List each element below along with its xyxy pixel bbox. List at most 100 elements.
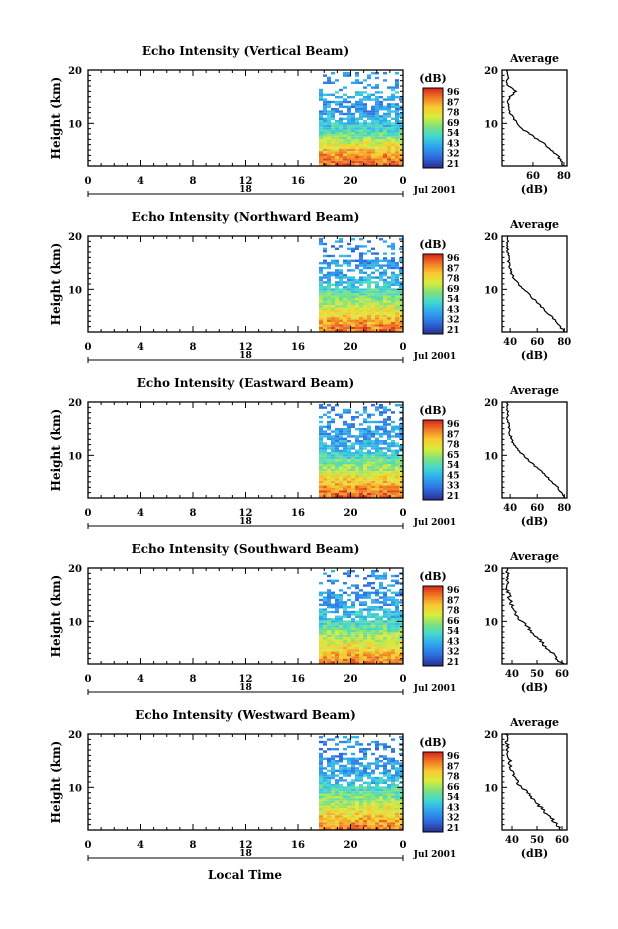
heatmap-cell (391, 625, 395, 628)
heatmap-cell (351, 163, 355, 166)
heatmap-cell (319, 805, 323, 808)
heatmap-cell (371, 642, 375, 645)
heatmap-cell (371, 582, 375, 585)
heatmap-cell (351, 247, 355, 250)
heatmap-cell (331, 163, 335, 166)
heatmap-cell (363, 466, 367, 469)
heatmap-cell (383, 651, 387, 654)
heatmap-cell (355, 736, 359, 739)
x-tick-label: 4 (137, 176, 144, 187)
heatmap-cell (347, 788, 351, 792)
heatmap-cell (319, 748, 323, 751)
heatmap-cell (347, 760, 351, 763)
heatmap-cell (355, 620, 359, 623)
heatmap-cell (399, 822, 403, 825)
heatmap-cell (359, 464, 363, 467)
heatmap-cell (331, 310, 335, 313)
heatmap-cell (363, 764, 367, 768)
heatmap-cell (367, 156, 371, 159)
heatmap-cell (319, 651, 323, 654)
heatmap-cells (319, 238, 403, 332)
heatmap-cell (367, 413, 371, 416)
heatmap-cell (351, 632, 355, 635)
heatmap-cell (335, 808, 339, 811)
heatmap-cell (327, 276, 331, 279)
heatmap-cell (375, 471, 379, 474)
heatmap-cell (391, 86, 395, 89)
heatmap-cell (371, 627, 375, 630)
heatmap-cell (335, 639, 339, 642)
heatmap-cell (375, 314, 379, 318)
heatmap-cell (383, 148, 387, 152)
heatmap-cell (383, 322, 387, 325)
heatmap-cell (323, 615, 327, 618)
heatmap-cell (343, 300, 347, 303)
heatmap-cell (359, 139, 363, 142)
heatmap-cell (351, 300, 355, 303)
heatmap-cell (359, 772, 363, 775)
heatmap-cell (375, 281, 379, 284)
heatmap-cell (383, 808, 387, 811)
heatmap-cell (335, 79, 339, 82)
heatmap-cell (355, 326, 359, 330)
x-tick-label: 16 (291, 674, 305, 685)
heatmap-cell (327, 779, 331, 782)
heatmap-cell (343, 810, 347, 813)
heatmap-cell (343, 449, 347, 452)
heatmap-cell (331, 122, 335, 125)
heatmap-cell (363, 757, 367, 760)
heatmap-cell (327, 492, 331, 496)
heatmap-cell (343, 639, 347, 642)
heatmap-cell (387, 791, 391, 794)
heatmap-cell (399, 827, 403, 830)
heatmap-cell (335, 805, 339, 808)
heatmap-cell (359, 148, 363, 152)
heatmap-cell (355, 440, 359, 443)
heatmap-cell (379, 293, 383, 296)
heatmap-cell (351, 476, 355, 479)
heatmap-cell (343, 613, 347, 616)
heatmap-cell (363, 639, 367, 642)
heatmap-cell (335, 791, 339, 794)
heatmap-cell (351, 435, 355, 438)
heatmap-cell (355, 74, 359, 77)
heatmap-cell (327, 464, 331, 467)
heatmap-cell (375, 791, 379, 794)
heatmap-cell (331, 625, 335, 628)
heatmap-cell (371, 740, 375, 744)
heatmap-cell (367, 132, 371, 135)
heatmap-cell (347, 468, 351, 472)
heatmap-cell (367, 788, 371, 792)
heatmap-cell (355, 658, 359, 662)
heatmap-cell (387, 442, 391, 445)
heatmap-cell (379, 91, 383, 94)
heatmap-cell (319, 637, 323, 640)
heatmap-cell (387, 798, 391, 801)
heatmap-cell (323, 488, 327, 491)
heatmap-cell (323, 471, 327, 474)
heatmap-cell (323, 639, 327, 642)
heatmap-cell (379, 326, 383, 330)
heatmap-cell (371, 779, 375, 782)
heatmap-cell (391, 639, 395, 642)
colorbar-segment (423, 100, 443, 103)
colorbar-segment (423, 280, 443, 283)
heatmap-cell (343, 476, 347, 479)
heatmap-cell (339, 461, 343, 464)
heatmap-cell (391, 156, 395, 159)
heatmap-cell (331, 468, 335, 472)
heatmap-cell (351, 649, 355, 652)
heatmap-cell (375, 820, 379, 823)
profile-y-tick-label: 10 (484, 285, 498, 296)
heatmap-cell (335, 269, 339, 272)
colorbar-segment (423, 304, 443, 307)
heatmap-cell (355, 598, 359, 602)
heatmap-cell (383, 134, 387, 137)
heatmap-cell (343, 817, 347, 820)
heatmap-cell (367, 281, 371, 284)
heatmap-cell (343, 478, 347, 481)
heatmap-cell (391, 476, 395, 479)
colorbar-segment (423, 286, 443, 289)
heatmap-cell (371, 266, 375, 270)
heatmap-cell (359, 812, 363, 816)
